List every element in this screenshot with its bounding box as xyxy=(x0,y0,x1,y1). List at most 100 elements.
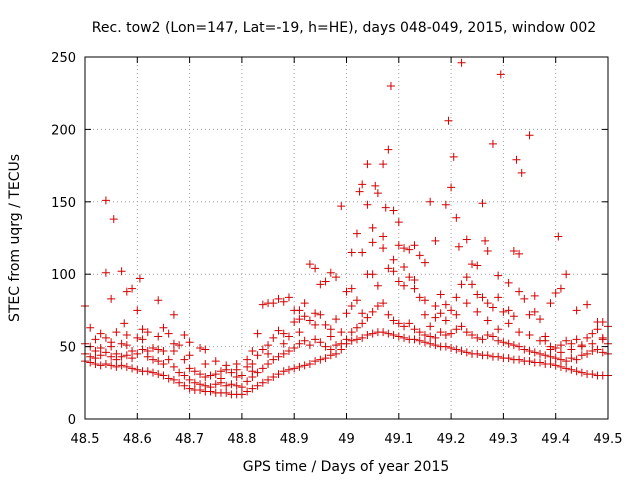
data-point xyxy=(216,367,225,376)
data-point xyxy=(321,277,330,286)
data-point xyxy=(473,290,482,299)
data-point xyxy=(415,328,424,337)
data-point xyxy=(206,387,215,396)
data-point xyxy=(441,316,450,325)
data-point xyxy=(384,329,393,338)
data-point xyxy=(515,342,524,351)
data-point xyxy=(274,326,283,335)
data-point xyxy=(128,364,137,373)
data-point xyxy=(264,341,273,350)
data-point xyxy=(457,58,466,67)
data-point xyxy=(295,306,304,315)
data-point xyxy=(337,345,346,354)
data-point xyxy=(410,275,419,284)
data-point xyxy=(567,354,576,363)
data-point xyxy=(305,260,314,269)
data-point xyxy=(243,377,252,386)
data-point xyxy=(122,362,131,371)
data-point xyxy=(216,374,225,383)
data-point xyxy=(583,333,592,342)
data-point xyxy=(264,349,273,358)
data-point xyxy=(243,387,252,396)
data-point xyxy=(243,362,252,371)
data-point xyxy=(311,335,320,344)
data-point xyxy=(326,332,335,341)
data-point xyxy=(371,181,380,190)
data-point xyxy=(593,325,602,334)
data-point xyxy=(274,370,283,379)
data-point xyxy=(494,325,503,334)
data-point xyxy=(248,384,257,393)
x-tick-label: 49.1 xyxy=(384,432,413,447)
data-point xyxy=(107,361,116,370)
data-point xyxy=(243,355,252,364)
data-point xyxy=(554,232,563,241)
data-point xyxy=(164,374,173,383)
data-point xyxy=(143,352,152,361)
grid xyxy=(85,57,608,419)
data-point xyxy=(384,264,393,273)
data-point xyxy=(478,199,487,208)
data-point xyxy=(117,361,126,370)
data-point xyxy=(551,344,560,353)
data-point xyxy=(112,362,121,371)
data-point xyxy=(551,289,560,298)
data-point xyxy=(358,248,367,257)
data-point xyxy=(332,349,341,358)
data-point xyxy=(420,310,429,319)
data-point xyxy=(196,386,205,395)
x-tick-label: 48.6 xyxy=(123,432,152,447)
data-point xyxy=(138,345,147,354)
data-point xyxy=(389,255,398,264)
data-point xyxy=(169,310,178,319)
data-point xyxy=(373,302,382,311)
data-point xyxy=(400,281,409,290)
data-point xyxy=(379,299,388,308)
data-point xyxy=(556,284,565,293)
data-point xyxy=(253,381,262,390)
data-point xyxy=(420,331,429,340)
data-point xyxy=(577,342,586,351)
data-point xyxy=(316,280,325,289)
data-point xyxy=(332,315,341,324)
data-point xyxy=(237,383,246,392)
data-point xyxy=(86,323,95,332)
data-point xyxy=(342,309,351,318)
data-point xyxy=(379,232,388,241)
data-point xyxy=(321,320,330,329)
data-point xyxy=(420,338,429,347)
data-point xyxy=(436,309,445,318)
data-point xyxy=(258,364,267,373)
data-point xyxy=(117,267,126,276)
data-point xyxy=(253,329,262,338)
data-point xyxy=(431,236,440,245)
data-point xyxy=(441,342,450,351)
data-point xyxy=(237,371,246,380)
data-point xyxy=(468,331,477,340)
data-point xyxy=(269,333,278,342)
data-point xyxy=(405,245,414,254)
data-point xyxy=(488,303,497,312)
data-point xyxy=(530,291,539,300)
data-point xyxy=(284,293,293,302)
data-point xyxy=(496,70,505,79)
data-point xyxy=(159,359,168,368)
data-point xyxy=(572,355,581,364)
data-point xyxy=(347,328,356,337)
data-point xyxy=(175,368,184,377)
data-point xyxy=(332,341,341,350)
data-point xyxy=(363,200,372,209)
data-point xyxy=(379,160,388,169)
data-point xyxy=(190,367,199,376)
data-point xyxy=(96,344,105,353)
data-point xyxy=(305,359,314,368)
data-point xyxy=(462,273,471,282)
data-point xyxy=(394,277,403,286)
data-point xyxy=(279,367,288,376)
data-point xyxy=(368,270,377,279)
data-point xyxy=(232,373,241,382)
data-point xyxy=(321,354,330,363)
data-point xyxy=(368,238,377,247)
data-point xyxy=(185,364,194,373)
data-point xyxy=(488,139,497,148)
